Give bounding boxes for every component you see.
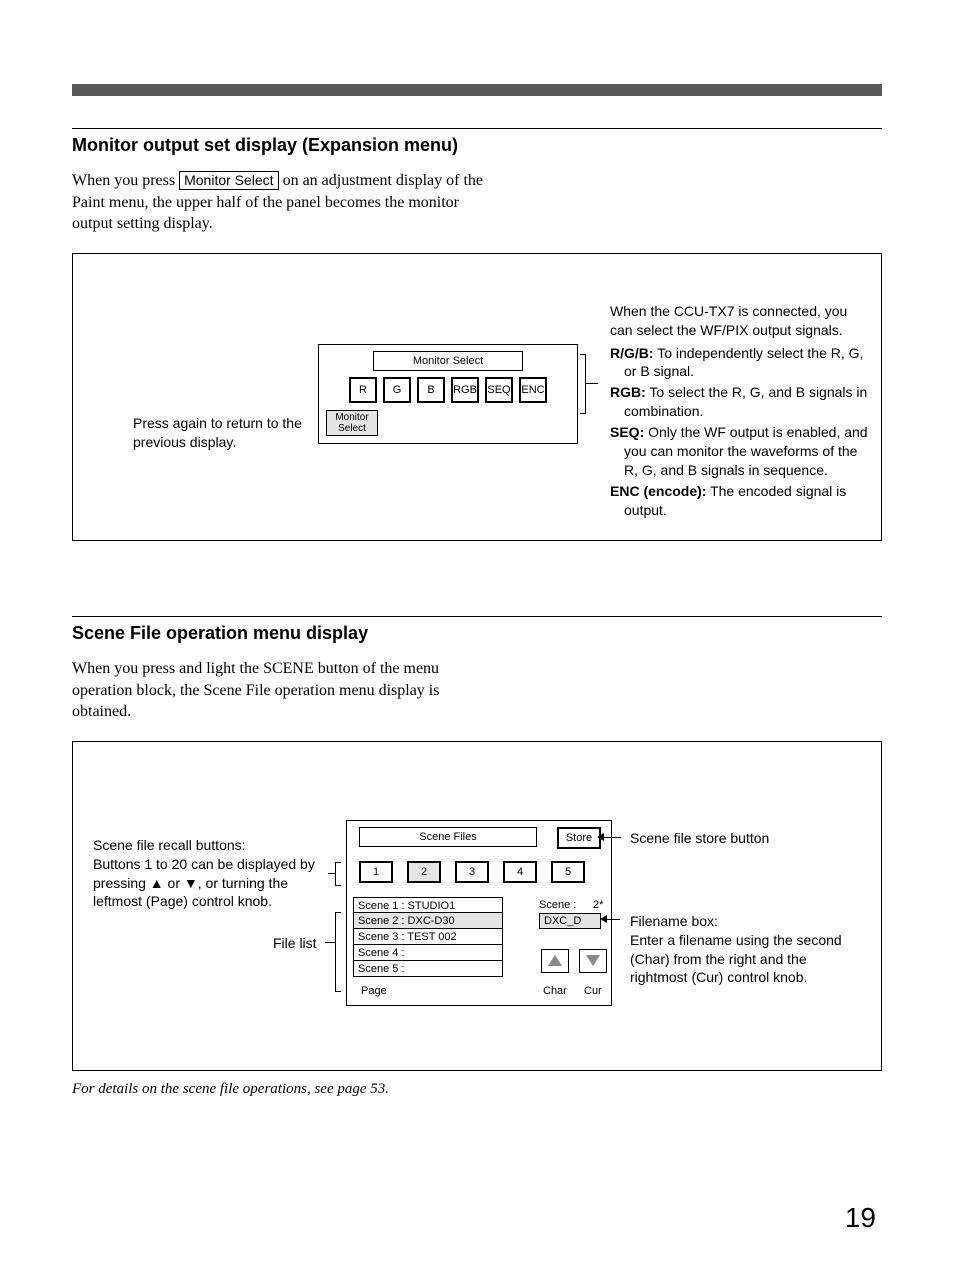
monitor-select-button[interactable]: Monitor Select — [326, 410, 378, 436]
signal-enc-button[interactable]: ENC — [519, 377, 547, 403]
file-list: Scene 1 : STUDIO1 Scene 2 : DXC-D30 Scen… — [353, 897, 503, 977]
right-text-2: Only the WF output is enabled, and you c… — [624, 424, 868, 478]
fig2-left-caption1: Scene file recall buttons: Buttons 1 to … — [93, 836, 333, 912]
page-1-button[interactable]: 1 — [359, 861, 393, 883]
body-pre: When you press — [72, 172, 179, 189]
page-2-button[interactable]: 2 — [407, 861, 441, 883]
section-monitor-output: Monitor output set display (Expansion me… — [72, 128, 882, 541]
triangle-down-icon — [586, 955, 600, 966]
section2-footer: For details on the scene file operations… — [72, 1081, 882, 1098]
signal-seq-button[interactable]: SEQ — [485, 377, 513, 403]
figure2-box: Scene file recall buttons: Buttons 1 to … — [72, 741, 882, 1071]
knob-cur-label: Cur — [584, 985, 602, 997]
section2-rule — [72, 616, 882, 617]
signal-rgb-button[interactable]: RGB — [451, 377, 479, 403]
arrow-button-row — [541, 949, 607, 973]
page-4-button[interactable]: 4 — [503, 861, 537, 883]
panel2-title: Scene Files — [359, 827, 537, 847]
signal-g-button[interactable]: G — [383, 377, 411, 403]
panel1-title: Monitor Select — [373, 351, 523, 371]
signal-r-button[interactable]: R — [349, 377, 377, 403]
monitor-select-inline-btn: Monitor Select — [179, 171, 278, 190]
right-intro: When the CCU-TX7 is connected, you can s… — [610, 302, 870, 340]
scene-files-panel: Scene Files Store 1 2 3 4 5 Scene 1 : ST… — [346, 820, 612, 1006]
right-label-2: SEQ: — [610, 424, 644, 440]
signal-b-button[interactable]: B — [417, 377, 445, 403]
store-arrow-line — [603, 837, 621, 839]
filelist-line — [325, 942, 335, 943]
up-button[interactable] — [541, 949, 569, 973]
right-label-3: ENC (encode): — [610, 483, 706, 499]
section2-body: When you press and light the SCENE butto… — [72, 658, 492, 723]
signal-button-row: R G B RGB SEQ ENC — [319, 377, 577, 403]
figure1-box: Press again to return to the previous di… — [72, 253, 882, 541]
arrow-head-left-icon — [597, 833, 604, 841]
file-row-5[interactable]: Scene 5 : — [353, 961, 503, 977]
right-text-0: To independently select the R, G, or B s… — [624, 345, 863, 380]
knob-char-label: Char — [543, 985, 567, 997]
right-label-1: RGB: — [610, 384, 646, 400]
page-5-button[interactable]: 5 — [551, 861, 585, 883]
arrow-head-left-icon-2 — [600, 915, 607, 923]
file-row-2[interactable]: Scene 2 : DXC-D30 — [353, 913, 503, 929]
bracket-filelist-icon — [335, 912, 341, 992]
file-row-1[interactable]: Scene 1 : STUDIO1 — [353, 897, 503, 913]
right-item-1: RGB: To select the R, G, and B signals i… — [610, 383, 870, 421]
down-button[interactable] — [579, 949, 607, 973]
file-row-4[interactable]: Scene 4 : — [353, 945, 503, 961]
fig2-right-caption1: Scene file store button — [630, 829, 769, 848]
fig1-left-caption: Press again to return to the previous di… — [133, 414, 323, 452]
ms-btn-l1: Monitor — [329, 412, 375, 423]
right-text-1: To select the R, G, and B signals in com… — [624, 384, 867, 419]
fig2-right-caption2: Filename box: Enter a filename using the… — [630, 912, 868, 988]
fig2-left-caption2: File list — [273, 934, 317, 953]
page-3-button[interactable]: 3 — [455, 861, 489, 883]
filename-box[interactable]: DXC_D — [539, 913, 601, 929]
header-bar — [72, 84, 882, 96]
bracket-recall-icon — [335, 862, 341, 886]
knob-page-label: Page — [361, 985, 387, 997]
page-number: 19 — [845, 1202, 876, 1234]
bracket-recall-line — [328, 873, 335, 874]
section1-body: When you press Monitor Select on an adju… — [72, 170, 492, 235]
section-scene-file: Scene File operation menu display When y… — [72, 616, 882, 1098]
fig1-right-text: When the CCU-TX7 is connected, you can s… — [610, 302, 870, 520]
scene-value: 2* — [593, 899, 603, 911]
triangle-up-icon — [548, 955, 562, 966]
scene-label: Scene : — [539, 899, 576, 911]
bracket-connector — [586, 383, 598, 384]
right-item-3: ENC (encode): The encoded signal is outp… — [610, 482, 870, 520]
page-button-row: 1 2 3 4 5 — [359, 861, 585, 883]
ms-btn-l2: Select — [329, 423, 375, 434]
filename-arrow-line — [606, 919, 620, 921]
right-item-2: SEQ: Only the WF output is enabled, and … — [610, 423, 870, 480]
bracket-icon — [580, 354, 586, 414]
store-button[interactable]: Store — [557, 827, 601, 849]
right-item-0: R/G/B: To independently select the R, G,… — [610, 344, 870, 382]
section2-title: Scene File operation menu display — [72, 623, 882, 644]
file-row-3[interactable]: Scene 3 : TEST 002 — [353, 929, 503, 945]
right-label-0: R/G/B: — [610, 345, 654, 361]
section-rule — [72, 128, 882, 129]
section1-title: Monitor output set display (Expansion me… — [72, 135, 882, 156]
